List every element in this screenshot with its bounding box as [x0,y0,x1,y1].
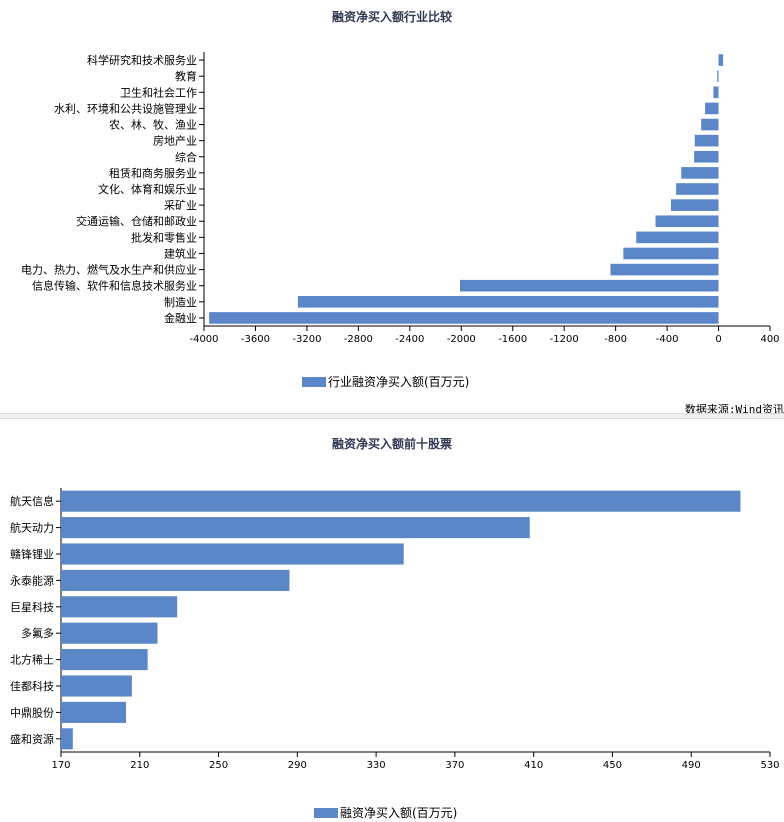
bar [713,86,719,99]
bar [670,199,719,211]
bar [61,569,290,591]
x-tick-label: 530 [760,760,779,771]
y-tick-label: 租赁和商务服务业 [109,166,197,180]
bar [636,231,719,244]
y-tick-label: 房地产业 [153,134,197,148]
x-tick-label: -1600 [498,334,527,345]
industry-chart-panel: 融资净买入额行业比较 -4000 -3600 -3200 -2800 -2400 -200… [21,10,784,416]
y-tick-label: 水利、环境和公共设施管理业 [54,101,197,115]
source-note: 数据来源:Wind资讯 [684,403,784,416]
bar [61,596,178,618]
y-tick-label: 制造业 [164,295,197,309]
y-tick-label: 综合 [175,150,197,164]
bar [681,167,719,179]
y-tick-label: 文化、体育和娱乐业 [98,182,197,196]
bar [705,102,719,115]
bar [459,279,719,292]
y-tick-label: 教育 [175,69,197,83]
bar [61,543,404,565]
y-tick-label: 信息传输、软件和信息技术服务业 [32,279,197,293]
bar [61,490,741,512]
y-tick-label: 巨星科技 [10,600,54,614]
bar [701,118,719,131]
x-tick-label: -3200 [292,334,321,345]
y-tick-label: 佳都科技 [10,679,54,693]
x-tick-label: 490 [682,760,701,771]
y-tick-label: 批发和零售业 [131,230,197,244]
legend-label: 行业融资净买入额(百万元) [328,375,470,389]
bar [209,312,719,324]
y-tick-label: 科学研究和技术服务业 [87,53,197,67]
y-tick-label: 采矿业 [164,199,197,212]
x-tick-label: 210 [130,760,149,771]
x-tick-label: 450 [603,760,622,771]
x-tick-label: -800 [604,334,627,345]
y-tick-label: 卫生和社会工作 [120,85,197,99]
bar [610,263,719,276]
x-tick-label: 170 [51,760,70,771]
x-tick-label: 0 [715,334,721,345]
chart-title: 融资净买入额行业比较 [331,10,452,24]
bar [61,622,158,644]
x-tick-label: -1200 [550,334,579,345]
y-tick-label: 中鼎股份 [10,706,54,719]
bar [655,215,719,228]
bar [676,183,719,195]
legend-swatch [314,807,338,818]
y-tick-label: 交通运输、仓储和邮政业 [76,214,197,228]
x-tick-label: -4000 [189,334,218,345]
x-tick-label: -3600 [241,334,270,345]
y-tick-label: 农、林、牧、渔业 [109,118,197,132]
chart-legend: 融资净买入额(百万元) [314,804,457,821]
bar [717,70,719,82]
y-tick-label: 金融业 [164,311,197,325]
y-tick-label: 航天信息 [10,494,54,508]
y-tick-label: 多氟多 [21,626,54,640]
y-tick-label: 电力、热力、燃气及水生产和供应业 [21,263,197,277]
bar [623,247,719,260]
chart-legend: 行业融资净买入额(百万元) [302,373,469,390]
panel-divider [0,413,784,419]
x-tick-label: 330 [367,760,386,771]
x-tick-label: 400 [760,334,779,345]
x-tick-label: 250 [209,760,228,771]
x-tick-label: -400 [656,334,679,345]
y-tick-label: 建筑业 [164,246,197,260]
x-tick-label: -2400 [395,334,424,345]
bar [61,701,126,723]
y-tick-label: 盛和资源 [10,732,54,746]
bar [694,150,719,163]
bar [61,517,530,539]
x-tick-label: -2800 [344,334,373,345]
bar [61,728,73,750]
industry-bar-chart: -4000 -3600 -3200 -2800 -2400 -2000 -1600 -1200… [21,52,780,345]
legend-label: 融资净买入额(百万元) [340,806,458,820]
legend-swatch [302,376,326,387]
top-stocks-bar-chart: 170 210 250 290 330 370 410 450 490 530 盛和资源 中鼎股份 佳都… [10,488,780,771]
y-tick-label: 北方稀土 [10,653,54,667]
x-tick-label: 370 [445,760,464,771]
y-tick-label: 赣锋锂业 [10,547,54,561]
x-tick-label: 410 [524,760,543,771]
stocks-chart-panel: 融资净买入额前十股票 170 210 250 290 330 370 410 450 490 53… [0,420,784,822]
y-tick-label: 永泰能源 [10,573,54,587]
bar [61,675,132,697]
x-tick-label: -2000 [447,334,476,345]
bar [694,134,719,147]
chart-title: 融资净买入额前十股票 [331,437,452,451]
bar [61,649,148,671]
bar [297,296,719,308]
x-tick-label: 290 [288,760,307,771]
y-tick-label: 航天动力 [10,521,54,535]
bar [718,54,724,66]
